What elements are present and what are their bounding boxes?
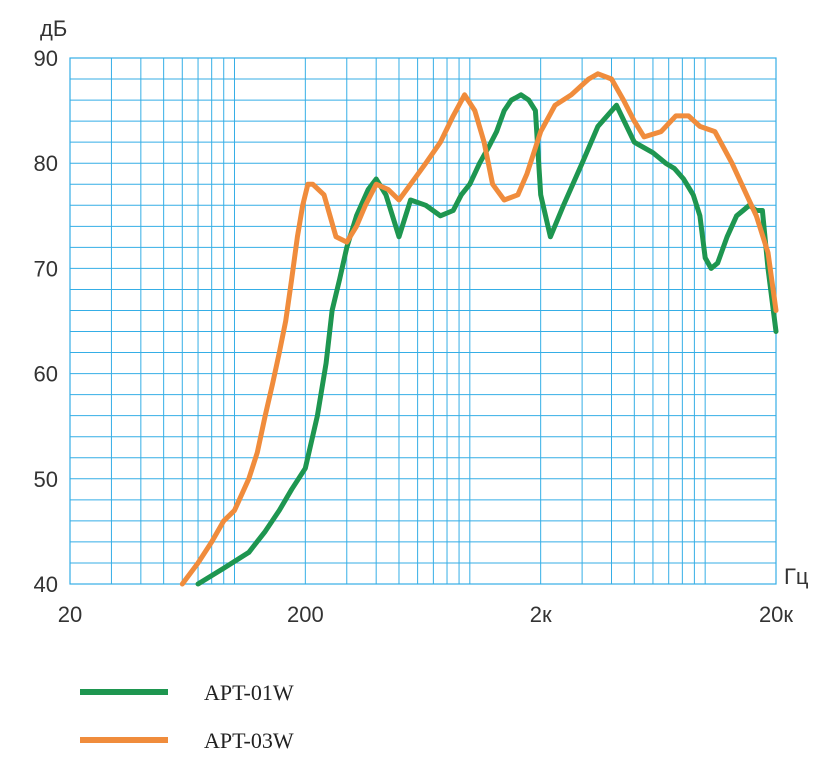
series-line-apt-03w [179, 71, 779, 587]
plot-area-background [70, 58, 776, 584]
x-axis-ticks: 20 200 2к 20к [58, 602, 794, 627]
y-tick-label: 90 [34, 46, 58, 71]
y-tick-label: 70 [34, 256, 58, 281]
legend: APT-01W APT-03W [80, 680, 294, 753]
y-tick-label: 80 [34, 151, 58, 176]
series-lines [179, 71, 779, 587]
y-tick-label: 40 [34, 572, 58, 597]
x-axis-unit-label: Гц [784, 564, 809, 589]
x-tick-label: 20 [58, 602, 82, 627]
series-line-apt-01w [195, 92, 779, 587]
grid [69, 57, 777, 585]
legend-label: APT-01W [204, 680, 294, 705]
y-axis-ticks: 40 50 60 70 80 90 [34, 46, 58, 597]
y-tick-label: 60 [34, 362, 58, 387]
y-axis-unit-label: дБ [40, 16, 67, 41]
x-tick-label: 2к [530, 602, 552, 627]
x-tick-label: 200 [287, 602, 324, 627]
legend-label: APT-03W [204, 728, 294, 753]
y-tick-label: 50 [34, 467, 58, 492]
x-tick-label: 20к [759, 602, 793, 627]
